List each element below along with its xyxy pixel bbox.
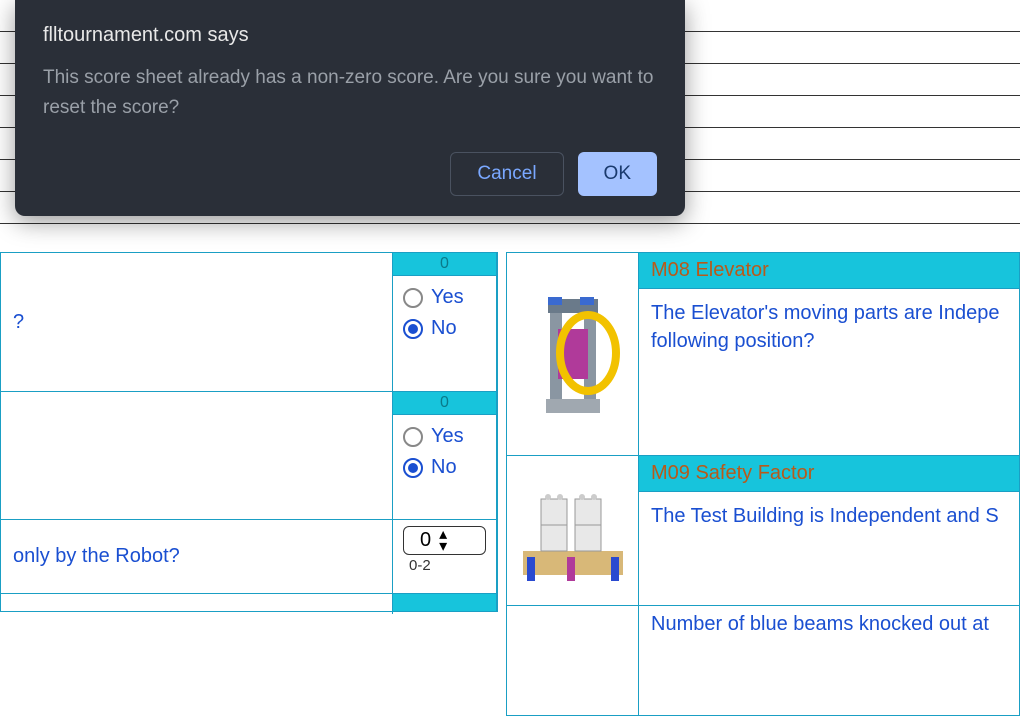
mission-body: M08 Elevator The Elevator's moving parts…: [639, 253, 1019, 455]
mission-card: M08 Elevator The Elevator's moving parts…: [506, 252, 1020, 456]
quantity-stepper[interactable]: 0 ▴▾: [403, 526, 486, 555]
mission-question: [1, 594, 393, 614]
mission-image: [507, 253, 639, 455]
elevator-model-icon: [518, 289, 628, 419]
mission-question: only by the Robot?: [1, 520, 393, 593]
stepper-arrows-icon: ▴▾: [439, 529, 447, 551]
mission-description: The Elevator's moving parts are Indepe f…: [639, 289, 1019, 455]
radio-group: Yes No: [393, 276, 496, 354]
radio-option-yes[interactable]: Yes: [403, 282, 486, 313]
radio-option-no[interactable]: No: [403, 452, 486, 483]
mission-row: 0 Yes No: [0, 392, 498, 520]
cancel-button[interactable]: Cancel: [450, 152, 563, 196]
mission-question: [1, 392, 393, 519]
ok-button[interactable]: OK: [578, 152, 657, 196]
dialog-message: This score sheet already has a non-zero …: [43, 63, 657, 124]
mission-card: M09 Safety Factor The Test Building is I…: [506, 456, 1020, 606]
mission-row: [0, 594, 498, 612]
radio-option-no[interactable]: No: [403, 313, 486, 344]
score-value: 0: [393, 392, 496, 415]
stepper-value: 0: [412, 529, 439, 552]
dialog-button-row: Cancel OK: [43, 152, 657, 196]
radio-label: No: [431, 456, 457, 479]
mission-title: M08 Elevator: [639, 253, 1019, 289]
mission-body: Number of blue beams knocked out at: [639, 606, 1019, 715]
mission-image: [507, 456, 639, 605]
mission-description: The Test Building is Independent and S: [639, 492, 1019, 605]
radio-option-yes[interactable]: Yes: [403, 421, 486, 452]
radio-label: Yes: [431, 286, 464, 309]
mission-question: ?: [1, 253, 393, 391]
radio-icon: [403, 319, 423, 339]
dialog-title: flltournament.com says: [43, 24, 657, 47]
mission-title: M09 Safety Factor: [639, 456, 1019, 492]
mission-row: only by the Robot? 0 ▴▾ 0-2: [0, 520, 498, 594]
score-value: [393, 594, 497, 611]
right-column: M08 Elevator The Elevator's moving parts…: [506, 252, 1020, 716]
mission-card: Number of blue beams knocked out at: [506, 606, 1020, 716]
score-value: 0: [393, 253, 496, 276]
mission-controls: 0 ▴▾ 0-2: [393, 520, 497, 593]
mission-controls: 0 Yes No: [393, 253, 497, 391]
mission-image: [507, 606, 639, 715]
left-column: ? 0 Yes No: [0, 252, 498, 716]
mission-controls: 0 Yes No: [393, 392, 497, 519]
scoresheet: ? 0 Yes No: [0, 252, 1020, 716]
radio-icon: [403, 458, 423, 478]
radio-label: No: [431, 317, 457, 340]
stepper-range: 0-2: [403, 557, 486, 574]
building-model-icon: [513, 481, 633, 581]
mission-description: Number of blue beams knocked out at: [639, 606, 1019, 715]
radio-label: Yes: [431, 425, 464, 448]
mission-body: M09 Safety Factor The Test Building is I…: [639, 456, 1019, 605]
radio-icon: [403, 427, 423, 447]
radio-icon: [403, 288, 423, 308]
radio-group: Yes No: [393, 415, 496, 493]
mission-row: ? 0 Yes No: [0, 252, 498, 392]
confirm-dialog: flltournament.com says This score sheet …: [15, 0, 685, 216]
